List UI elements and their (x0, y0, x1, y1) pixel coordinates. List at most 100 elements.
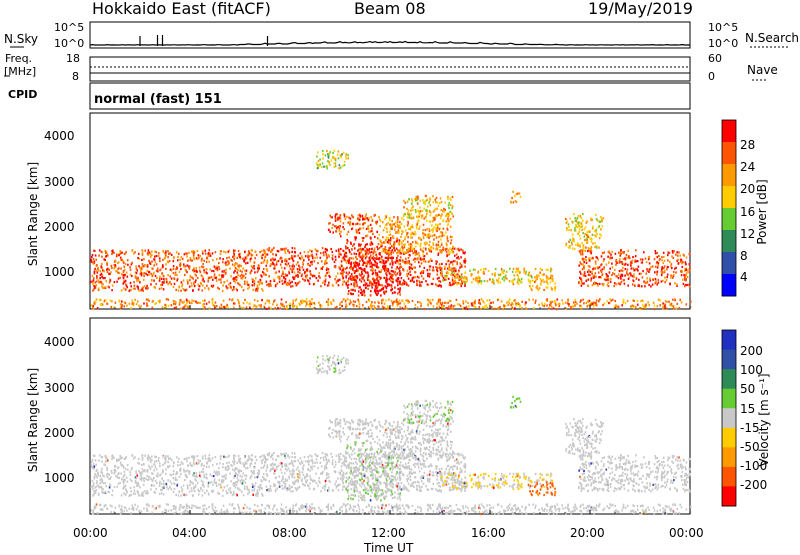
power-cell (655, 278, 657, 280)
velocity-cell (189, 470, 191, 472)
velocity-cell (184, 479, 186, 481)
power-cell (433, 247, 435, 249)
power-cell (689, 263, 691, 265)
power-cell (107, 271, 109, 273)
power-cell (487, 280, 489, 282)
power-cell (97, 267, 99, 269)
velocity-cell (111, 455, 113, 457)
power-cell (676, 284, 678, 286)
power-cell (432, 220, 434, 222)
power-cell (335, 214, 337, 216)
power-cell (268, 275, 270, 277)
power-cell (311, 263, 313, 265)
power-cell (136, 272, 138, 274)
power-cell (332, 152, 334, 154)
power-cell (324, 263, 326, 265)
power-cell (135, 275, 137, 277)
power-cell (547, 286, 549, 288)
power-cell (277, 307, 279, 309)
power-cell (477, 280, 479, 282)
power-cell (606, 274, 608, 276)
power-cell (202, 263, 204, 265)
power-cell (185, 265, 187, 267)
power-cell (453, 305, 455, 307)
power-cell (668, 252, 670, 254)
power-cell (357, 223, 359, 225)
power-cell (566, 229, 568, 231)
power-cell (514, 274, 516, 276)
velocity-cell (225, 469, 227, 471)
velocity-cell (231, 465, 233, 467)
power-cell (261, 262, 263, 264)
power-cell (443, 228, 445, 230)
power-cell (218, 279, 220, 281)
power-cell (582, 213, 584, 215)
power-cell (166, 298, 168, 300)
velocity-cell (261, 487, 263, 489)
power-cell (377, 290, 379, 292)
power-cell (417, 216, 419, 218)
power-cell (529, 275, 531, 277)
power-cell (461, 282, 463, 284)
power-cell (632, 260, 634, 262)
power-cell (294, 247, 296, 249)
power-cell (175, 268, 177, 270)
power-cell (414, 271, 416, 273)
velocity-cell (206, 466, 208, 468)
power-cell (444, 275, 446, 277)
power-cell (136, 268, 138, 270)
power-cell (162, 266, 164, 268)
velocity-cell (261, 467, 263, 469)
velocity-cell (131, 467, 133, 469)
power-cell (305, 255, 307, 257)
power-cell (659, 258, 661, 260)
velocity-cell (162, 489, 164, 491)
power-cell (111, 306, 113, 308)
velocity-cell (137, 490, 139, 492)
power-cell (484, 302, 486, 304)
power-cell (456, 299, 458, 301)
velocity-cell (150, 458, 152, 460)
power-cell (155, 287, 157, 289)
velocity-cell (205, 458, 207, 460)
power-cell (462, 276, 464, 278)
power-cell (201, 266, 203, 268)
power-cell (610, 254, 612, 256)
power-cell (386, 236, 388, 238)
power-cell (346, 239, 348, 241)
power-cell (229, 298, 231, 300)
power-cell (277, 283, 279, 285)
power-cell (446, 244, 448, 246)
velocity-cell (148, 465, 150, 467)
velocity-cell (202, 456, 204, 458)
velocity-cell (126, 477, 128, 479)
power-cell (683, 283, 685, 285)
power-cell (449, 300, 451, 302)
power-cell (157, 268, 159, 270)
power-cell (123, 305, 125, 307)
power-cell (590, 248, 592, 250)
power-cell (664, 281, 666, 283)
power-cell (357, 250, 359, 252)
power-cell (372, 243, 374, 245)
power-cell (452, 205, 454, 207)
power-cell (525, 273, 527, 275)
power-cell (339, 279, 341, 281)
power-cell (374, 260, 376, 262)
velocity-cell (118, 472, 120, 474)
power-cell (372, 253, 374, 255)
velocity-cell (218, 484, 220, 486)
power-cell (131, 275, 133, 277)
velocity-cell (110, 476, 112, 478)
power-cell (182, 258, 184, 260)
power-cell (359, 244, 361, 246)
power-cell (509, 280, 511, 282)
power-cell (280, 303, 282, 305)
power-cell (447, 198, 449, 200)
power-cell (310, 255, 312, 257)
power-cell (374, 236, 376, 238)
power-cell (581, 282, 583, 284)
velocity-cell (175, 477, 177, 479)
power-cell (199, 285, 201, 287)
velocity-cell (119, 482, 121, 484)
